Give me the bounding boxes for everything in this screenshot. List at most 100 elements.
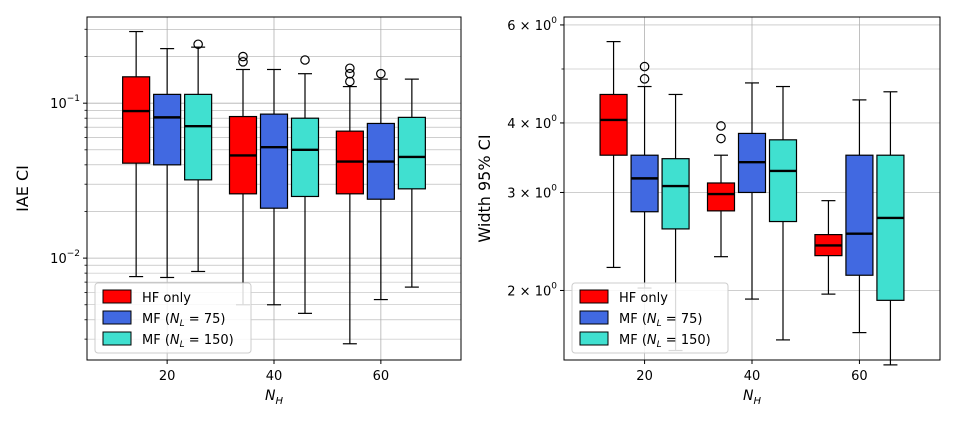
box-40 — [706, 121, 736, 258]
box-body — [876, 154, 905, 301]
box-body — [290, 117, 320, 198]
legend-item: HF only — [579, 289, 668, 306]
box-40 — [259, 68, 289, 306]
box-40 — [228, 51, 258, 306]
x-tick-label: 40 — [744, 369, 761, 384]
legend-label-value: = 150) — [662, 333, 711, 348]
legend-frame — [571, 282, 729, 354]
y-tick-exponent: 0 — [551, 16, 557, 26]
legend-item: MF (NL = 75) — [102, 310, 225, 329]
legend-item: HF only — [102, 289, 191, 306]
box-body — [122, 76, 151, 164]
y-tick-label: 10−2 — [50, 249, 80, 267]
x-tick-label: 60 — [851, 369, 868, 384]
box-body — [397, 116, 426, 190]
box-body — [630, 154, 659, 213]
legend-label: MF (NL = 150) — [142, 333, 234, 350]
legend-label: MF (NL = 75) — [619, 312, 702, 329]
box-40 — [290, 55, 320, 314]
box-body — [706, 182, 736, 212]
outlier-point — [193, 39, 203, 50]
legend-label: MF (NL = 150) — [619, 333, 711, 350]
x-axis-label: NH — [265, 388, 283, 407]
legend-label-n: N — [647, 312, 657, 327]
box-60 — [845, 99, 874, 334]
y-tick-exponent: −2 — [67, 249, 80, 259]
outlier-point — [345, 68, 355, 79]
legend-label-n: N — [170, 312, 180, 327]
legend-label: HF only — [142, 291, 191, 306]
y-axis-label: Width 95% CI — [475, 134, 494, 242]
series-1 — [599, 41, 843, 295]
legend-label-sub: L — [657, 319, 662, 329]
y-tick-label: 3 × 100 — [507, 183, 557, 201]
outlier-point — [300, 55, 310, 65]
legend-frame — [94, 282, 252, 354]
series-3 — [661, 85, 905, 366]
box-20 — [153, 48, 182, 279]
box-body — [153, 93, 182, 166]
outlier-point — [639, 74, 650, 84]
legend-label-n: N — [647, 333, 657, 348]
legend-item: MF (NL = 75) — [579, 310, 702, 329]
box-body — [599, 93, 628, 156]
y-tick-label: 6 × 100 — [507, 16, 557, 34]
legend-label-value: = 75) — [185, 312, 226, 327]
box-60 — [876, 91, 905, 366]
outlier-point — [238, 51, 248, 62]
y-tick-label: 4 × 100 — [507, 114, 557, 132]
y-tick-base: 10 — [50, 252, 67, 267]
y-tick-label: 2 × 100 — [507, 281, 557, 299]
outlier-point — [345, 63, 355, 74]
legend-label-n: N — [170, 333, 180, 348]
legend-swatch — [102, 331, 132, 346]
legend-label-prefix: HF only — [619, 291, 668, 306]
legend-label-sub: L — [180, 340, 185, 350]
legend-label-prefix: MF ( — [142, 312, 170, 327]
legend-label-prefix: MF ( — [619, 312, 647, 327]
y-axis-label: IAE CI — [13, 165, 32, 212]
x-axis-label-main: N — [265, 388, 276, 404]
box-20 — [599, 41, 628, 269]
x-tick-label: 20 — [636, 369, 653, 384]
outlier-point — [345, 76, 355, 87]
y-tick-base: 2 × 10 — [507, 284, 551, 299]
series-3 — [184, 39, 426, 314]
x-axis-label-main: N — [743, 388, 754, 404]
box-60 — [397, 78, 426, 288]
legend-item: MF (NL = 150) — [579, 331, 711, 350]
box-body — [184, 93, 213, 181]
y-tick-base: 10 — [50, 97, 67, 112]
box-40 — [737, 82, 767, 300]
legend-label-sub: L — [180, 319, 185, 329]
y-tick-exponent: 0 — [551, 183, 557, 193]
box-body — [845, 154, 874, 276]
y-tick-exponent: 0 — [551, 114, 557, 124]
legend-label-value: = 75) — [662, 312, 703, 327]
box-20 — [122, 30, 151, 278]
outlier-point — [716, 121, 726, 131]
legend-swatch — [579, 310, 609, 325]
box-body — [259, 113, 289, 209]
outlier-point — [639, 61, 650, 72]
legend-label-value: = 150) — [185, 333, 234, 348]
x-tick-label: 20 — [159, 369, 176, 384]
box-body — [661, 158, 690, 230]
x-tick-label: 60 — [373, 369, 390, 384]
legend-label: MF (NL = 75) — [142, 312, 225, 329]
outlier-point — [238, 56, 248, 67]
box-60 — [814, 200, 843, 295]
series-1 — [122, 30, 364, 345]
legend-swatch — [579, 289, 609, 304]
box-60 — [366, 68, 395, 301]
x-tick-label: 40 — [266, 369, 283, 384]
legend-label-prefix: HF only — [142, 291, 191, 306]
outlier-point — [716, 133, 726, 144]
y-tick-label: 10−1 — [50, 94, 80, 112]
outlier-point — [376, 68, 386, 79]
box-40 — [768, 85, 798, 341]
y-tick-base: 3 × 10 — [507, 186, 551, 201]
